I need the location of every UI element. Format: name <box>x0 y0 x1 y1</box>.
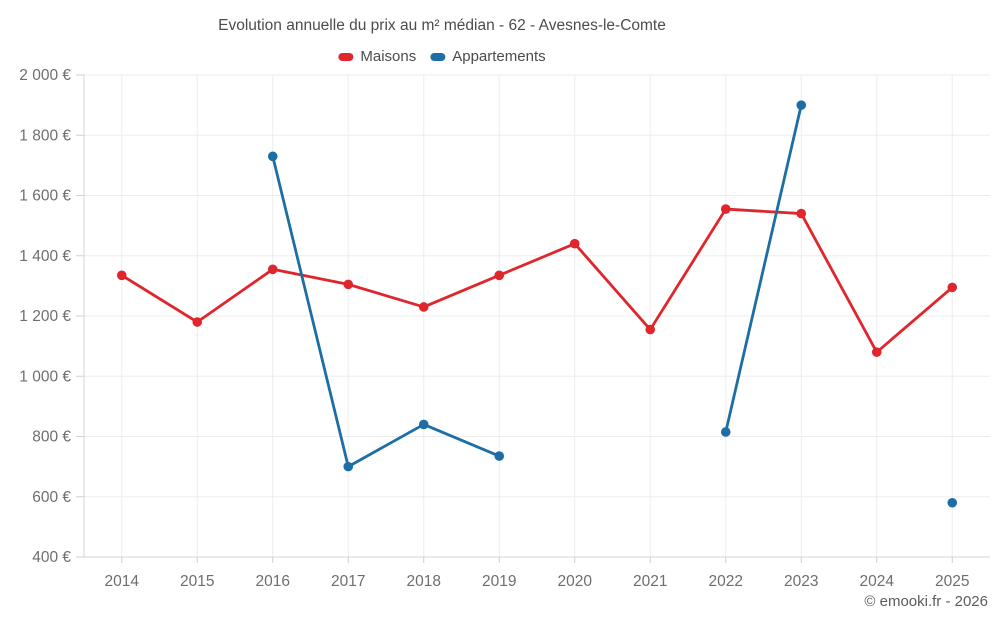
x-axis-label: 2023 <box>784 573 818 590</box>
legend-label-maisons: Maisons <box>360 48 417 65</box>
legend-label-appartements: Appartements <box>452 48 546 65</box>
data-point-appartements-2017[interactable] <box>343 461 354 472</box>
legend-item-maisons[interactable]: Maisons <box>338 48 416 65</box>
data-point-maisons-2019[interactable] <box>494 270 505 281</box>
x-axis-label: 2025 <box>935 573 969 590</box>
data-point-maisons-2024[interactable] <box>871 347 882 357</box>
data-point-maisons-2018[interactable] <box>418 302 429 312</box>
y-axis-label: 1 000 € <box>19 368 71 385</box>
y-axis-label: 600 € <box>32 489 71 506</box>
data-point-maisons-2025[interactable] <box>947 282 958 293</box>
x-axis-label: 2020 <box>558 573 593 590</box>
x-axis-label: 2018 <box>407 573 441 590</box>
y-axis-label: 1 400 € <box>19 248 71 265</box>
legend-item-appartements[interactable]: Appartements <box>430 48 546 65</box>
copyright-watermark: © emooki.fr - 2026 <box>864 593 988 610</box>
series-line-appartements <box>271 154 501 469</box>
x-axis-label: 2024 <box>860 573 895 590</box>
data-point-maisons-2014[interactable] <box>116 270 127 281</box>
data-point-maisons-2016[interactable] <box>267 264 278 275</box>
series-line-appartements <box>724 103 803 434</box>
chart-title: Evolution annuelle du prix au m² médian … <box>218 17 666 34</box>
data-point-appartements-2023[interactable] <box>796 100 807 110</box>
y-axis-label: 1 800 € <box>19 127 71 144</box>
data-point-appartements-2019[interactable] <box>494 451 505 461</box>
series-line-maisons <box>120 207 954 354</box>
data-point-appartements-2018[interactable] <box>418 419 429 430</box>
x-axis-label: 2019 <box>482 573 516 590</box>
data-point-maisons-2015[interactable] <box>192 317 203 327</box>
data-point-maisons-2020[interactable] <box>569 238 580 249</box>
x-axis-label: 2017 <box>331 573 365 590</box>
data-point-appartements-2025[interactable] <box>947 497 958 508</box>
x-axis-label: 2022 <box>709 573 743 590</box>
data-point-appartements-2016[interactable] <box>267 151 278 162</box>
y-axis-label: 1 200 € <box>19 308 71 325</box>
y-axis-label: 800 € <box>32 429 71 446</box>
maisons-swatch-icon <box>338 52 354 61</box>
x-axis-label: 2015 <box>180 573 214 590</box>
legend: Maisons Appartements <box>338 48 546 65</box>
appartements-swatch-icon <box>430 52 446 61</box>
data-point-maisons-2021[interactable] <box>645 324 656 335</box>
x-axis-label: 2016 <box>256 573 290 590</box>
data-point-maisons-2022[interactable] <box>720 204 731 214</box>
x-axis-label: 2021 <box>633 573 667 590</box>
x-axis-label: 2014 <box>105 573 140 590</box>
y-axis-label: 400 € <box>32 549 71 566</box>
data-point-appartements-2022[interactable] <box>720 427 731 437</box>
data-point-maisons-2017[interactable] <box>343 279 354 290</box>
y-axis-label: 2 000 € <box>19 67 71 84</box>
data-point-maisons-2023[interactable] <box>796 208 807 219</box>
y-axis-label: 1 600 € <box>19 188 71 205</box>
